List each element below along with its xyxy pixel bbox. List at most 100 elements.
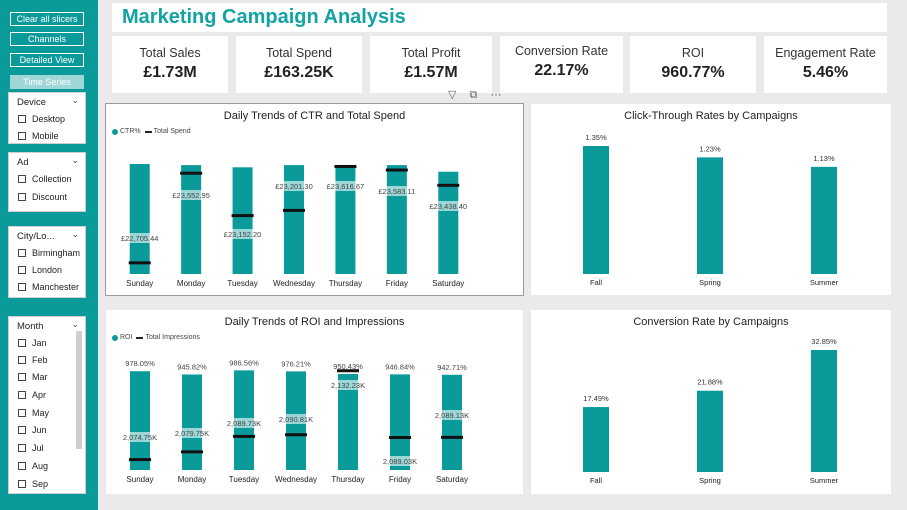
checkbox[interactable] (18, 444, 26, 452)
detailed-view-button[interactable]: Detailed View (10, 53, 84, 67)
bar (182, 374, 202, 470)
bar (583, 407, 609, 472)
data-label: 2,132.23K (331, 381, 365, 390)
data-label: 1.13% (813, 154, 835, 163)
slicer-option[interactable]: Mar (18, 372, 48, 382)
x-tick-label: Friday (389, 475, 411, 484)
x-tick-label: Summer (810, 278, 839, 287)
month-slicer: Month ⌄ Jan Feb Mar Apr May Jun Jul Aug … (8, 316, 86, 494)
checkbox[interactable] (18, 115, 26, 123)
kpi-label: Total Spend (265, 46, 333, 60)
conversion-campaign-chart-panel[interactable]: Conversion Rate by Campaigns 17.49% Fall 2… (531, 310, 891, 494)
checkbox[interactable] (18, 249, 26, 257)
line-marker (334, 164, 357, 168)
scrollbar[interactable] (76, 331, 82, 449)
data-label-bg (219, 229, 266, 239)
slicer-title: Device (17, 97, 47, 108)
chevron-down-icon[interactable]: ⌄ (71, 95, 79, 105)
ctr-campaign-chart-panel[interactable]: Click-Through Rates by Campaigns 1.35% Fa… (531, 104, 891, 295)
data-label: 2,079.75K (175, 429, 209, 438)
more-options-icon[interactable]: ⋯ (490, 89, 502, 101)
x-tick-label: Summer (810, 476, 839, 485)
kpi-label: Total Profit (401, 46, 461, 60)
chevron-down-icon[interactable]: ⌄ (71, 229, 79, 239)
bar (130, 371, 150, 470)
line-marker (283, 208, 305, 212)
ctr-campaign-chart: 1.35% Fall 1.23% Spring 1.13% Summer (583, 133, 839, 287)
kpi-value: £1.73M (143, 64, 197, 81)
slicer-title: Ad (17, 157, 29, 168)
kpi-label: Total Sales (139, 46, 201, 60)
clear-all-slicers-button[interactable]: Clear all slicers (10, 12, 84, 26)
checkbox[interactable] (18, 409, 26, 417)
slicer-option[interactable]: Desktop (18, 114, 65, 124)
slicer-option[interactable]: Discount (18, 192, 67, 202)
checkbox[interactable] (18, 283, 26, 291)
x-tick-label: Friday (386, 279, 408, 288)
data-label: £22,705.44 (121, 234, 159, 243)
x-tick-label: Sunday (126, 279, 153, 288)
bar (583, 146, 609, 274)
title-bar: Marketing Campaign Analysis (112, 3, 887, 32)
data-label: 976.21% (281, 359, 311, 368)
line-marker (233, 434, 255, 438)
checkbox[interactable] (18, 373, 26, 381)
line-marker (285, 433, 307, 437)
ctr-spend-chart-panel[interactable]: Daily Trends of CTR and Total Spend CTR%… (105, 103, 524, 296)
checkbox[interactable] (18, 175, 26, 183)
kpi-card-conversion-rate: Conversion Rate 22.17% (500, 36, 623, 93)
checkbox[interactable] (18, 391, 26, 399)
time-series-button[interactable]: Time Series (10, 75, 84, 89)
ctr-spend-chart: £22,705.44 Sunday £23,552.95 Monday £23,152.… (116, 164, 472, 288)
data-label-bg (169, 428, 215, 438)
x-tick-label: Tuesday (227, 279, 257, 288)
checkbox[interactable] (18, 480, 26, 488)
line-marker (128, 261, 151, 265)
x-tick-label: Thursday (329, 279, 362, 288)
slicer-option[interactable]: May (18, 408, 49, 418)
chart-legend: ROI Total Impressions (112, 334, 200, 341)
slicer-option[interactable]: Jul (18, 443, 44, 453)
slicer-option[interactable]: Jan (18, 338, 47, 348)
chart-legend: CTR% Total Spend (112, 128, 191, 135)
slicer-option[interactable]: Jun (18, 425, 47, 435)
x-tick-label: Wednesday (273, 279, 315, 288)
chevron-down-icon[interactable]: ⌄ (71, 319, 79, 329)
slicer-option[interactable]: Manchester (18, 282, 79, 292)
roi-impressions-chart: 978.05% 2,074.75K Sunday 945.82% 2,079.75K Mo… (117, 358, 475, 484)
data-label-bg (271, 181, 317, 191)
checkbox[interactable] (18, 339, 26, 347)
slicer-option[interactable]: Apr (18, 390, 46, 400)
focus-mode-icon[interactable]: ⧉ (469, 89, 478, 101)
channels-button[interactable]: Channels (10, 32, 84, 46)
data-label-bg (322, 181, 369, 191)
chevron-down-icon[interactable]: ⌄ (71, 155, 79, 165)
checkbox[interactable] (18, 193, 26, 201)
slicer-title: Month (17, 321, 44, 332)
line-marker (437, 183, 460, 187)
slicer-option[interactable]: Birmingham (18, 248, 80, 258)
data-label-bg (377, 456, 423, 466)
filter-icon[interactable]: ▽ (448, 89, 457, 101)
slicer-option[interactable]: London (18, 265, 62, 275)
roi-impressions-chart-panel[interactable]: Daily Trends of ROI and Impressions ROI … (106, 310, 523, 494)
x-tick-label: Saturday (436, 475, 468, 484)
bar (335, 165, 356, 274)
line-marker (385, 168, 408, 172)
slicer-option[interactable]: Collection (18, 174, 72, 184)
data-label: 2,090.81K (279, 415, 313, 424)
slicer-option[interactable]: Feb (18, 355, 48, 365)
checkbox[interactable] (18, 132, 26, 140)
kpi-card-total-profit: Total Profit £1.57M (370, 36, 492, 93)
checkbox[interactable] (18, 356, 26, 364)
slicer-option[interactable]: Sep (18, 479, 48, 489)
line-marker (180, 171, 203, 175)
data-label: 978.05% (125, 359, 155, 368)
checkbox[interactable] (18, 266, 26, 274)
slicer-option[interactable]: Aug (18, 461, 48, 471)
slicer-option[interactable]: Mobile (18, 131, 59, 141)
data-label: 946.84% (385, 362, 415, 371)
conversion-campaign-chart: 17.49% Fall 21.88% Spring 32.85% Summer (583, 337, 839, 485)
checkbox[interactable] (18, 462, 26, 470)
checkbox[interactable] (18, 426, 26, 434)
